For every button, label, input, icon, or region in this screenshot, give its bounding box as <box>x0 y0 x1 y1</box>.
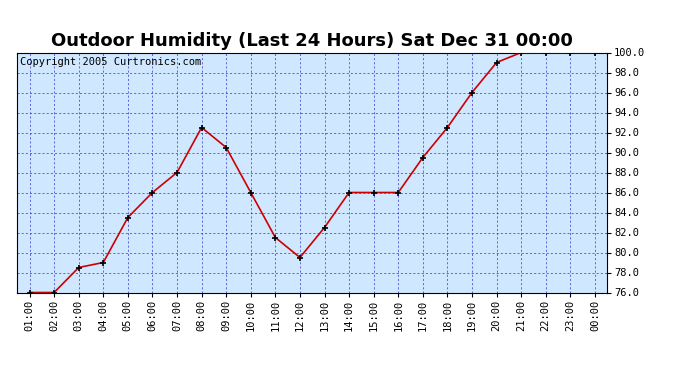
Title: Outdoor Humidity (Last 24 Hours) Sat Dec 31 00:00: Outdoor Humidity (Last 24 Hours) Sat Dec… <box>51 32 573 50</box>
Text: Copyright 2005 Curtronics.com: Copyright 2005 Curtronics.com <box>20 57 201 67</box>
